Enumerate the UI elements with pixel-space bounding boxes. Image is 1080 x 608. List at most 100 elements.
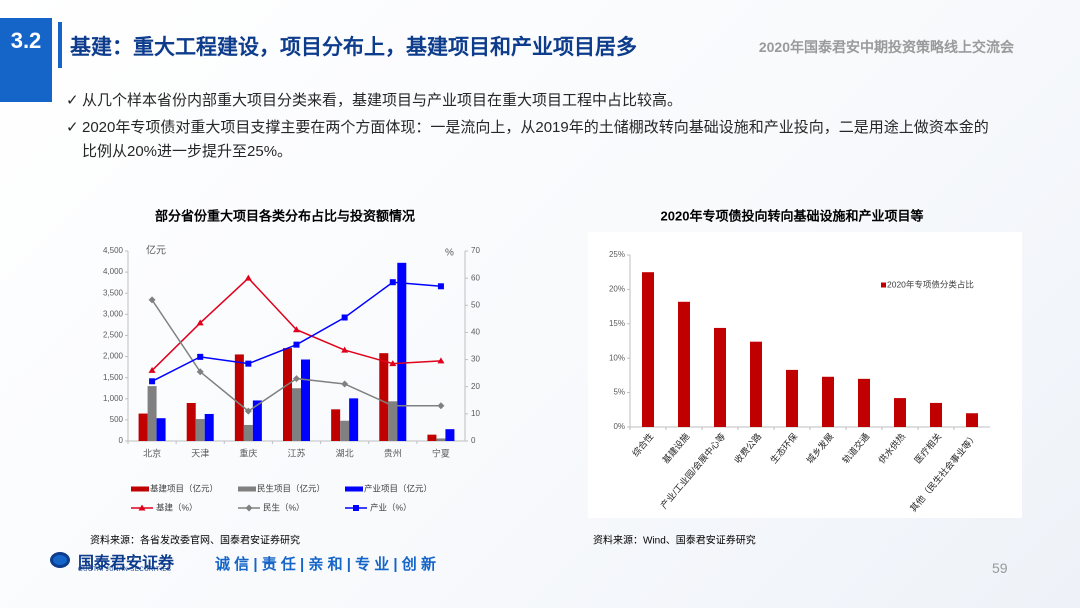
- bar: [331, 409, 341, 441]
- y-tick-label: 2,500: [103, 331, 124, 340]
- y2-tick-label: 10: [471, 409, 480, 418]
- chart-title: 部分省份重大项目各类分布占比与投资额情况: [155, 208, 415, 223]
- bar: [894, 398, 906, 427]
- slide-title: 基建：重大工程建设，项目分布上，基建项目和产业项目居多: [70, 36, 637, 59]
- bar: [427, 434, 437, 441]
- bar: [397, 262, 407, 441]
- bar: [750, 341, 762, 427]
- x-tick-label: 宁夏: [432, 447, 450, 458]
- bar: [379, 353, 389, 441]
- bar: [966, 413, 978, 427]
- legend-label: 产业项目（亿元）: [364, 483, 432, 493]
- y-tick-label: 500: [110, 415, 124, 424]
- line-marker: [389, 360, 397, 367]
- line-marker: [197, 353, 204, 360]
- legend-label: 基建项目（亿元）: [150, 483, 218, 493]
- line-marker: [293, 326, 300, 333]
- chart-panel: [588, 232, 1022, 518]
- title-bar: [58, 22, 62, 68]
- legend-label: 民生（%）: [263, 502, 305, 512]
- y2-tick-label: 20: [471, 382, 480, 391]
- bar: [156, 418, 166, 441]
- x-tick-label: 天津: [191, 448, 209, 458]
- line-marker: [196, 368, 204, 376]
- line-marker: [245, 360, 252, 367]
- line-marker: [389, 402, 397, 410]
- y-tick-label: 3,500: [103, 288, 124, 297]
- line-marker: [353, 505, 359, 511]
- y-tick-label: 15%: [609, 319, 625, 328]
- y2-axis-label: %: [445, 248, 454, 259]
- bar: [186, 403, 196, 441]
- y2-tick-label: 30: [471, 355, 480, 364]
- line-marker: [149, 378, 156, 385]
- y-tick-label: 3,000: [103, 309, 124, 318]
- line-marker: [437, 357, 445, 364]
- bullet: 从几个样本省份内部重大项目分类来看，基建项目与产业项目在重大项目工程中占比较高。: [66, 89, 1002, 113]
- bar: [204, 413, 214, 441]
- bar: [234, 354, 244, 441]
- section-box: [0, 18, 52, 102]
- line-marker: [341, 314, 348, 321]
- bar: [436, 438, 446, 441]
- bar: [786, 369, 798, 427]
- legend-label: 2020年专项债分类占比: [887, 279, 974, 289]
- bar: [822, 376, 834, 427]
- page-number: 59: [992, 560, 1008, 576]
- logo-subtext: GUOTAI JUNAN SECURITIES: [78, 567, 172, 573]
- bar: [930, 402, 942, 427]
- bar: [301, 359, 310, 441]
- bar: [243, 424, 253, 441]
- y2-tick-label: 0: [471, 436, 476, 445]
- event-name: 2020年国泰君安中期投资策略线上交流会: [758, 39, 1014, 55]
- bar: [292, 388, 301, 441]
- legend-swatch: [238, 486, 256, 492]
- y-tick-label: 4,500: [103, 246, 124, 255]
- bar: [252, 400, 262, 441]
- x-tick-label: 贵州: [384, 447, 402, 458]
- y-axis-label: 亿元: [146, 244, 166, 257]
- bar: [642, 272, 654, 427]
- y2-tick-label: 70: [471, 246, 480, 255]
- y-tick-label: 5%: [613, 388, 625, 397]
- bar: [678, 301, 690, 427]
- line-marker: [293, 341, 300, 348]
- line-marker: [148, 296, 156, 304]
- bar: [388, 401, 398, 441]
- x-tick-label: 北京: [143, 447, 161, 458]
- legend-swatch: [881, 282, 886, 288]
- bar: [349, 398, 359, 441]
- y2-tick-label: 60: [471, 273, 480, 282]
- bar: [147, 386, 157, 441]
- legend-label: 基建（%）: [156, 502, 198, 512]
- y-tick-label: 10%: [609, 353, 625, 362]
- logo-text: 国泰君安证券: [78, 555, 175, 572]
- bullet: 2020年专项债对重大项目支撑主要在两个方面体现：一是流向上，从2019年的土储…: [66, 116, 1002, 164]
- line-marker: [138, 504, 146, 511]
- line-marker: [341, 380, 349, 388]
- chart-title: 2020年专项债投向转向基础设施和产业项目等: [661, 208, 924, 223]
- bar: [138, 413, 148, 441]
- logo-mark: [50, 552, 70, 568]
- bar: [714, 327, 726, 427]
- x-tick-label: 重庆: [239, 447, 257, 458]
- legend-swatch: [345, 486, 363, 492]
- y-tick-label: 0%: [613, 422, 625, 431]
- y-tick-label: 0: [119, 436, 124, 445]
- bar: [340, 420, 350, 441]
- line-marker: [437, 283, 444, 290]
- chart-source: 资料来源：各省发改委官网、国泰君安证券研究: [90, 534, 300, 547]
- slogan: 诚 信 | 责 任 | 亲 和 | 专 业 | 创 新: [215, 556, 436, 573]
- legend-swatch: [131, 486, 149, 492]
- y2-tick-label: 40: [471, 328, 480, 337]
- bar: [858, 378, 870, 427]
- x-tick-label: 江苏: [287, 447, 305, 458]
- x-tick-label: 湖北: [336, 448, 354, 458]
- y-tick-label: 4,000: [103, 267, 124, 276]
- y-tick-label: 1,500: [103, 373, 124, 382]
- line-marker: [196, 319, 204, 326]
- line-marker: [437, 402, 445, 410]
